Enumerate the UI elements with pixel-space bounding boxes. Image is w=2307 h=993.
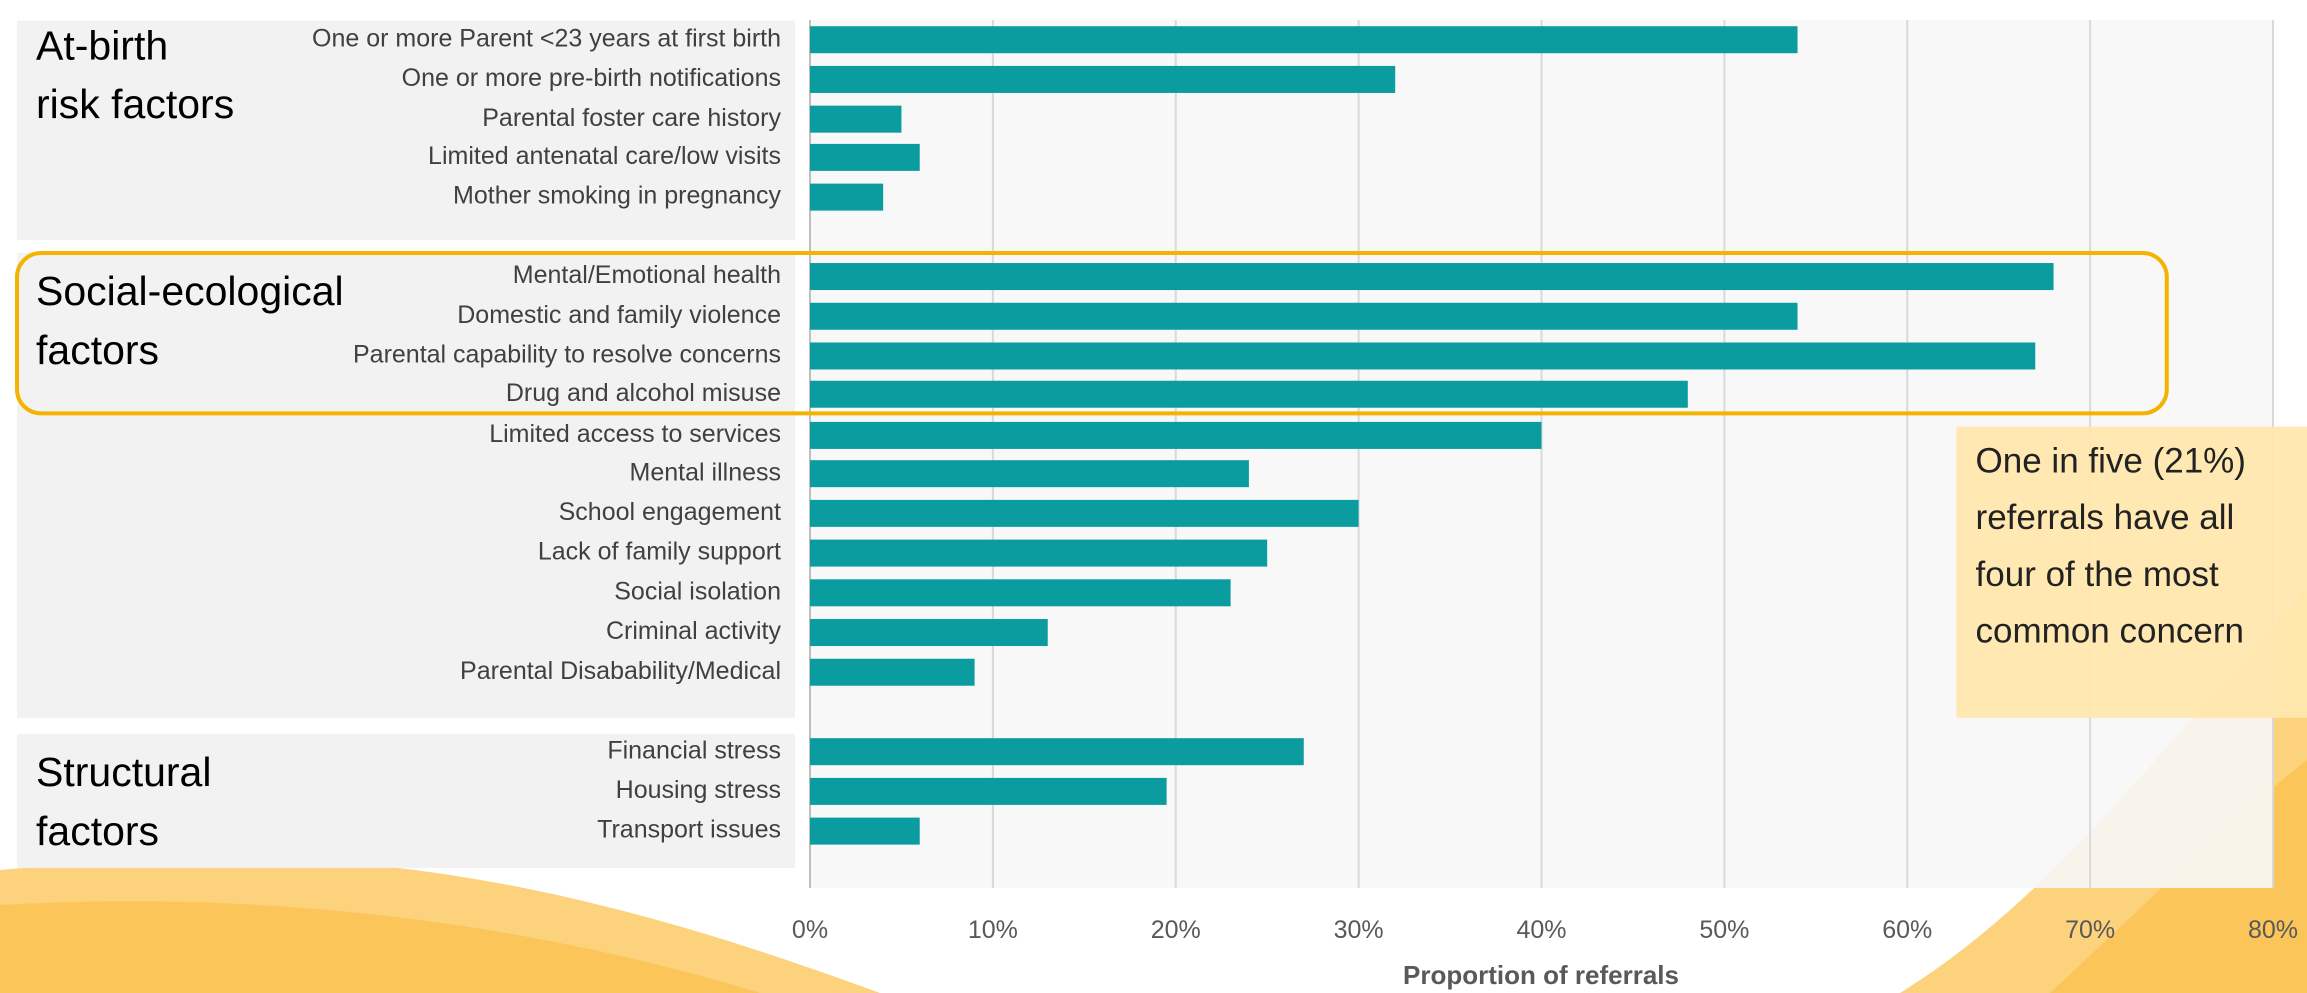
y-tick-label: Limited access to services	[489, 420, 781, 448]
bar	[810, 738, 1304, 766]
bar	[810, 777, 1167, 805]
y-tick-label: Mental/Emotional health	[513, 261, 781, 289]
annotation-text: common concern	[1976, 612, 2244, 651]
y-tick-label: Limited antenatal care/low visits	[428, 142, 781, 170]
y-tick-label: Mental illness	[630, 458, 781, 486]
y-tick-label: Transport issues	[597, 816, 781, 844]
bar	[810, 619, 1048, 647]
y-tick-label: Financial stress	[607, 736, 781, 764]
x-axis-title: Proportion of referrals	[1403, 960, 1679, 990]
y-tick-label: Parental Disabability/Medical	[460, 657, 781, 685]
bar	[810, 65, 1396, 93]
y-tick-label: Mother smoking in pregnancy	[453, 182, 781, 210]
y-tick-label: One or more pre-birth notifications	[402, 64, 781, 92]
bar	[810, 105, 902, 133]
bar	[810, 817, 920, 845]
y-tick-label: One or more Parent <23 years at first bi…	[312, 24, 781, 52]
group-label: factors	[36, 327, 159, 373]
group-panel	[17, 734, 795, 868]
x-tick-label: 0%	[792, 916, 828, 944]
bar	[810, 539, 1268, 567]
y-tick-label: Social isolation	[614, 577, 781, 605]
annotation-box	[1956, 426, 2307, 718]
group-panel	[17, 20, 795, 240]
group-label: risk factors	[36, 81, 234, 127]
bar	[810, 263, 2054, 291]
bar	[810, 342, 2036, 370]
annotation-text: four of the most	[1976, 555, 2219, 594]
x-tick-label: 60%	[1882, 916, 1932, 944]
group-label: At-birth	[36, 22, 168, 68]
group-panel	[17, 253, 795, 718]
bar	[810, 421, 1542, 449]
y-tick-label: Parental capability to resolve concerns	[353, 341, 781, 369]
x-tick-label: 40%	[1516, 916, 1566, 944]
bar	[810, 579, 1231, 607]
decor-shape	[0, 901, 760, 993]
annotation-text: referrals have all	[1976, 498, 2235, 537]
bar	[810, 302, 1798, 330]
bar	[810, 499, 1359, 527]
x-tick-label: 50%	[1699, 916, 1749, 944]
bar	[810, 143, 920, 171]
x-tick-label: 30%	[1334, 916, 1384, 944]
x-tick-label: 80%	[2248, 916, 2298, 944]
x-tick-label: 70%	[2065, 916, 2115, 944]
y-tick-label: Drug and alcohol misuse	[506, 379, 781, 407]
y-tick-label: Domestic and family violence	[457, 301, 781, 329]
group-label: Social-ecological	[36, 268, 344, 314]
annotation-text: One in five (21%)	[1976, 442, 2246, 481]
y-tick-label: Criminal activity	[606, 617, 782, 645]
group-label: Structural	[36, 749, 211, 795]
y-tick-label: Housing stress	[616, 776, 781, 804]
y-tick-label: Parental foster care history	[482, 104, 781, 132]
bar	[810, 380, 1688, 408]
bar	[810, 460, 1249, 488]
bar	[810, 658, 975, 686]
bar	[810, 183, 884, 211]
group-label: factors	[36, 808, 159, 854]
x-tick-label: 10%	[968, 916, 1018, 944]
x-tick-label: 20%	[1151, 916, 1201, 944]
bar	[810, 26, 1798, 54]
highlight-box	[15, 251, 2169, 416]
y-tick-label: School engagement	[559, 498, 781, 526]
y-tick-label: Lack of family support	[538, 538, 781, 566]
